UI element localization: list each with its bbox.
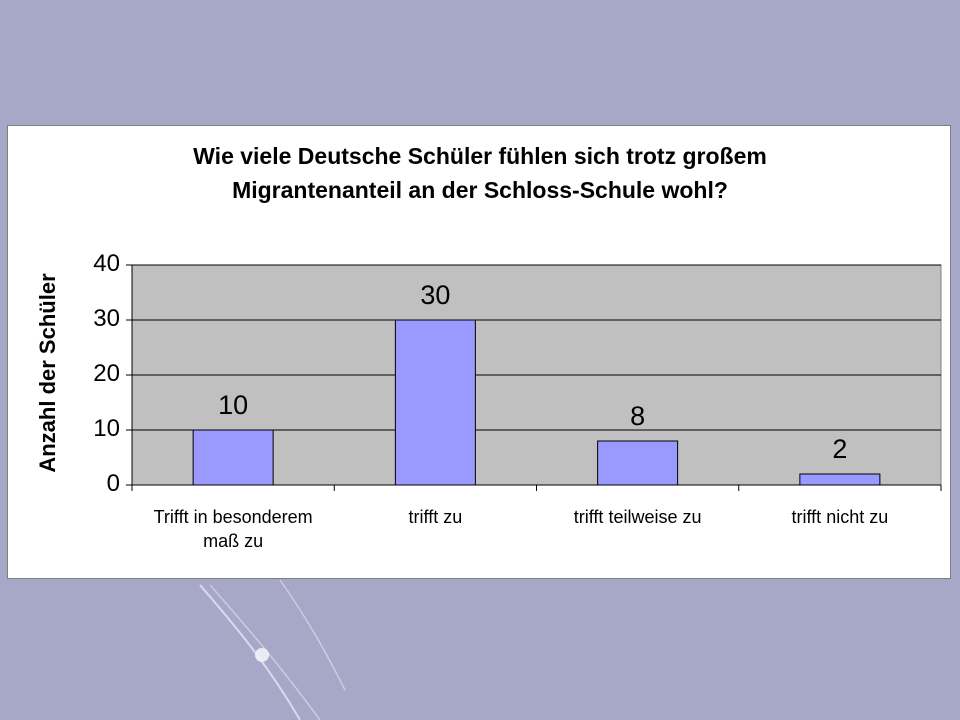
- y-tick-label: 10: [93, 415, 120, 442]
- data-label: 2: [832, 434, 848, 464]
- x-category-label: trifft nicht zu: [791, 507, 889, 527]
- y-tick-label: 0: [106, 470, 120, 497]
- bar: [597, 440, 679, 486]
- data-label: 10: [218, 390, 249, 420]
- chart-title-line-1: Wie viele Deutsche Schüler fühlen sich t…: [193, 143, 767, 169]
- bar: [799, 473, 881, 486]
- chart-panel: Wie viele Deutsche Schüler fühlen sich t…: [7, 125, 951, 579]
- x-category-label: trifft zu: [408, 507, 463, 527]
- data-label: 30: [420, 280, 451, 310]
- bar: [394, 319, 476, 486]
- y-tick-label: 40: [93, 250, 120, 277]
- x-category-label: trifft teilweise zu: [573, 507, 702, 527]
- y-tick-label: 30: [93, 305, 120, 332]
- x-category-label: Trifft in besonderem maß zu: [153, 507, 313, 551]
- bar: [192, 429, 274, 486]
- data-label: 8: [630, 401, 646, 431]
- chart-title-line-2: Migrantenanteil an der Schloss-Schule wo…: [232, 177, 728, 203]
- bar-chart: [126, 264, 942, 491]
- y-tick-label: 20: [93, 360, 120, 387]
